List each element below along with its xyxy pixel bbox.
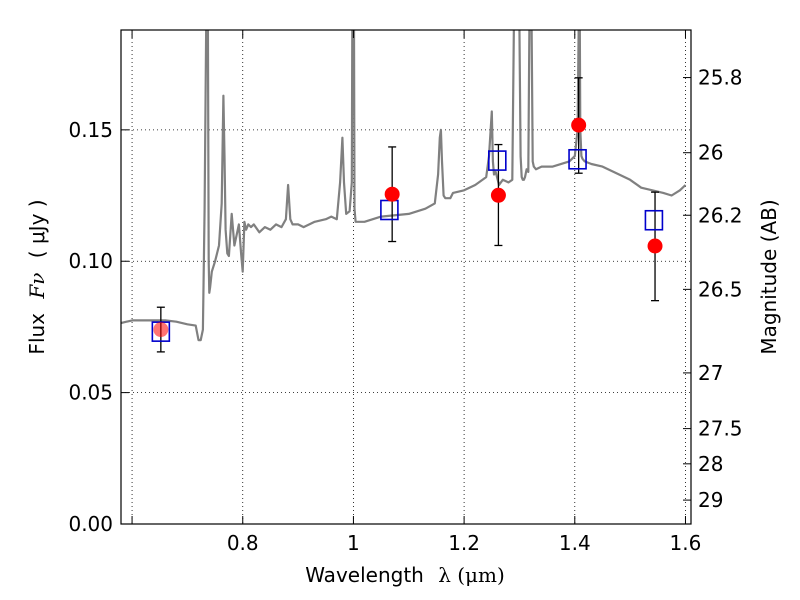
observed-photometry-point: [647, 238, 663, 254]
x-tick-label: 1.6: [670, 531, 702, 555]
y2-tick-label: 26.5: [698, 277, 743, 301]
y-tick-label: 0.15: [68, 118, 113, 142]
y-tick-label: 0.05: [68, 381, 113, 405]
tick-layer: [121, 30, 691, 525]
y2-tick-label: 28: [698, 452, 723, 476]
x-axis-label: Wavelength λ (μm): [305, 563, 505, 587]
x-tick-label: 1: [347, 531, 360, 555]
tick-label-layer: 0.8 1 1.2 1.4 1.6 0.00 0.05 0.10 0.15 25.8 26 26.2 2…: [68, 66, 742, 555]
model-spectrum-line: [121, 30, 687, 342]
observed-photometry-point: [571, 117, 587, 133]
spectrum-layer: [121, 30, 687, 342]
y2-tick-label: 26: [698, 141, 723, 165]
model-photometry-square: [644, 209, 664, 231]
x-tick-label: 0.8: [227, 531, 259, 555]
y-axis-label: Flux Fν ( μJy ): [25, 199, 49, 354]
y-tick-label: 0.10: [68, 249, 113, 273]
marker-layer: [151, 117, 664, 342]
y2-axis-label: Magnitude (AB): [757, 199, 781, 354]
y2-tick-label: 26.2: [698, 203, 743, 227]
grid-lines: [121, 30, 691, 524]
y-tick-label: 0.00: [68, 512, 113, 536]
y2-tick-label: 25.8: [698, 66, 743, 90]
x-tick-label: 1.2: [448, 531, 480, 555]
model-photometry-square: [488, 150, 507, 171]
observed-photometry-point: [490, 187, 506, 203]
y2-tick-label: 29: [698, 488, 723, 512]
x-tick-label: 1.4: [559, 531, 591, 555]
y2-tick-label: 27: [698, 361, 723, 385]
plot-frame: [120, 29, 692, 525]
observed-photometry-point: [153, 322, 169, 338]
y2-tick-label: 27.5: [698, 417, 743, 441]
observed-photometry-point: [384, 186, 400, 202]
model-photometry-square: [568, 148, 587, 170]
